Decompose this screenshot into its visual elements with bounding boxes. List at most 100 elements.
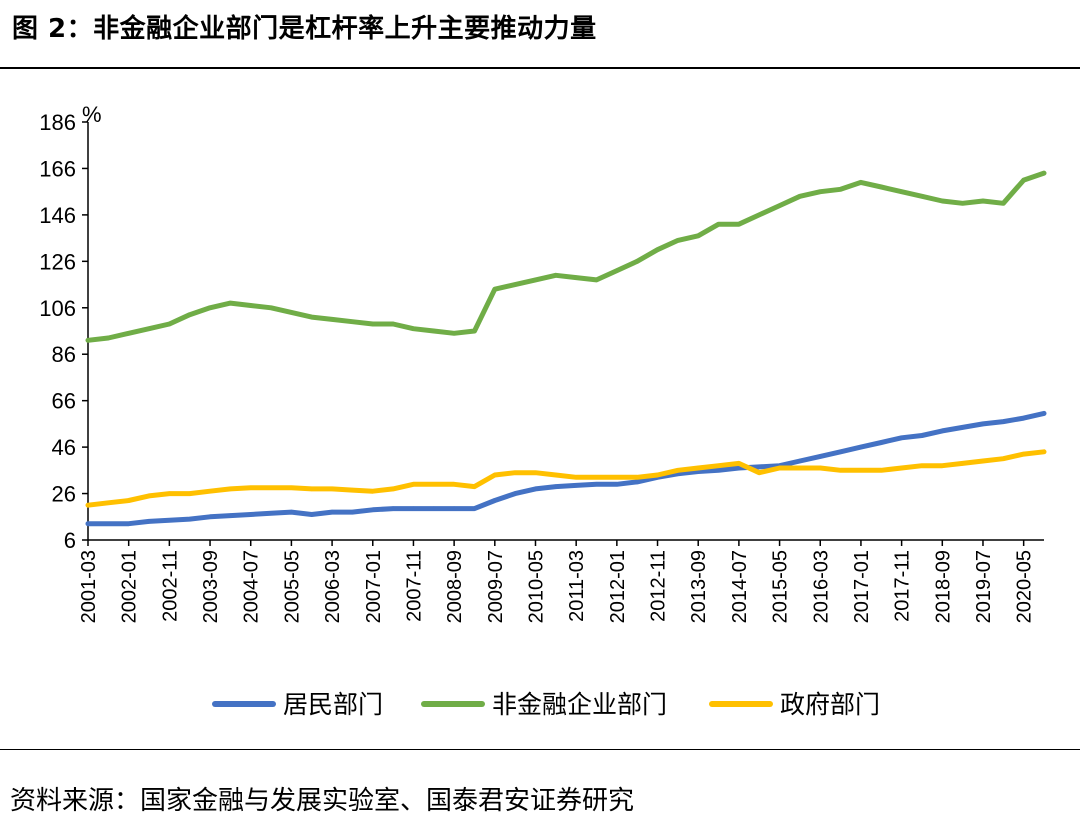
data-point	[472, 484, 477, 489]
top-rule	[0, 67, 1080, 69]
data-point	[1001, 201, 1006, 206]
data-point	[106, 335, 111, 341]
data-point	[899, 435, 904, 440]
series-line-3	[85, 449, 1047, 508]
y-tick-label-66: 66	[52, 389, 76, 414]
data-point	[1021, 415, 1026, 421]
data-point	[329, 317, 335, 322]
data-point	[858, 444, 864, 450]
data-point	[818, 189, 823, 194]
data-point	[390, 321, 396, 327]
data-point	[228, 300, 233, 306]
x-tick-label-2012-01: 2012-01	[607, 550, 629, 623]
data-point	[777, 465, 782, 471]
data-point	[879, 184, 884, 190]
data-point	[919, 194, 925, 199]
x-axis: 2001-03 2002-01 2002-11 2003-09 2004-07 2005-…	[78, 539, 1044, 623]
data-point	[675, 238, 681, 243]
y-tick-label-146: 146	[39, 203, 76, 228]
data-point	[451, 482, 457, 487]
data-point	[370, 489, 375, 494]
data-point	[757, 470, 762, 475]
data-point	[1041, 449, 1047, 454]
data-point	[980, 198, 986, 204]
data-point	[187, 491, 192, 496]
data-point	[146, 326, 152, 331]
data-point	[1021, 451, 1026, 457]
data-point	[736, 222, 742, 227]
x-tick-label-2016-03: 2016-03	[810, 550, 832, 623]
data-point	[512, 491, 518, 496]
data-point	[1041, 411, 1047, 416]
x-tick-label-2018-09: 2018-09	[932, 550, 954, 623]
data-point	[614, 482, 620, 487]
data-point	[329, 486, 335, 492]
y-axis: 6 26 46 66 86 106 126 146 166 186	[39, 110, 89, 553]
data-point	[553, 484, 558, 489]
data-point	[126, 498, 131, 503]
data-point	[736, 461, 742, 466]
legend-label: 政府部门	[780, 691, 880, 719]
data-point	[492, 287, 497, 292]
data-point	[248, 512, 253, 517]
data-point	[838, 468, 843, 473]
data-point	[492, 472, 497, 478]
data-point	[126, 521, 131, 526]
x-tick-label-2012-11: 2012-11	[648, 550, 670, 622]
data-point	[818, 465, 823, 471]
data-point	[248, 485, 253, 490]
data-point	[411, 326, 416, 331]
data-point	[838, 449, 843, 454]
y-tick-label-6: 6	[64, 528, 76, 553]
figure-title: 图 2：非金融企业部门是杠杆率上升主要推动力量	[12, 14, 597, 44]
data-point	[350, 487, 355, 493]
data-point	[797, 458, 803, 464]
bottom-rule	[0, 749, 1080, 750]
y-tick-label-46: 46	[52, 435, 76, 460]
data-point	[390, 506, 396, 511]
data-point	[899, 189, 904, 194]
data-point	[899, 465, 904, 471]
data-point	[309, 512, 314, 517]
data-point	[635, 479, 640, 485]
data-point	[919, 433, 925, 438]
data-point	[777, 203, 782, 208]
x-tick-label-2007-11: 2007-11	[403, 550, 425, 622]
data-point	[472, 328, 477, 334]
data-point	[167, 491, 172, 496]
x-tick-label-2007-01: 2007-01	[363, 550, 385, 623]
x-tick-label-2005-05: 2005-05	[281, 550, 303, 623]
x-tick-label-2017-01: 2017-01	[851, 550, 873, 623]
data-point	[512, 470, 518, 475]
data-point	[879, 440, 884, 445]
data-point	[716, 222, 721, 227]
data-point	[1041, 170, 1047, 176]
x-tick-label-2011-03: 2011-03	[566, 550, 588, 622]
data-point	[736, 465, 742, 471]
series-1	[85, 410, 1047, 527]
data-point	[553, 273, 558, 278]
data-point	[228, 513, 233, 518]
data-point	[329, 509, 335, 515]
x-tick-label-2003-09: 2003-09	[200, 550, 222, 623]
data-point	[757, 212, 762, 218]
data-point	[472, 506, 477, 511]
data-point	[614, 268, 620, 273]
legend: 居民部门 非金融企业部门 政府部门	[212, 691, 880, 719]
data-point	[512, 282, 518, 287]
data-point	[858, 468, 864, 473]
data-point	[370, 507, 375, 512]
data-point	[289, 485, 294, 490]
data-point	[716, 463, 721, 468]
x-tick-label-2009-07: 2009-07	[485, 550, 507, 623]
data-point	[268, 511, 274, 516]
data-point	[533, 486, 538, 492]
x-tick-label-2004-07: 2004-07	[241, 550, 263, 623]
data-point	[451, 506, 457, 511]
legend-item-1: 居民部门	[212, 691, 383, 719]
data-point	[594, 277, 599, 283]
data-point	[126, 331, 131, 336]
y-tick-label-86: 86	[52, 342, 76, 367]
data-point	[289, 509, 294, 515]
data-point	[390, 486, 396, 492]
